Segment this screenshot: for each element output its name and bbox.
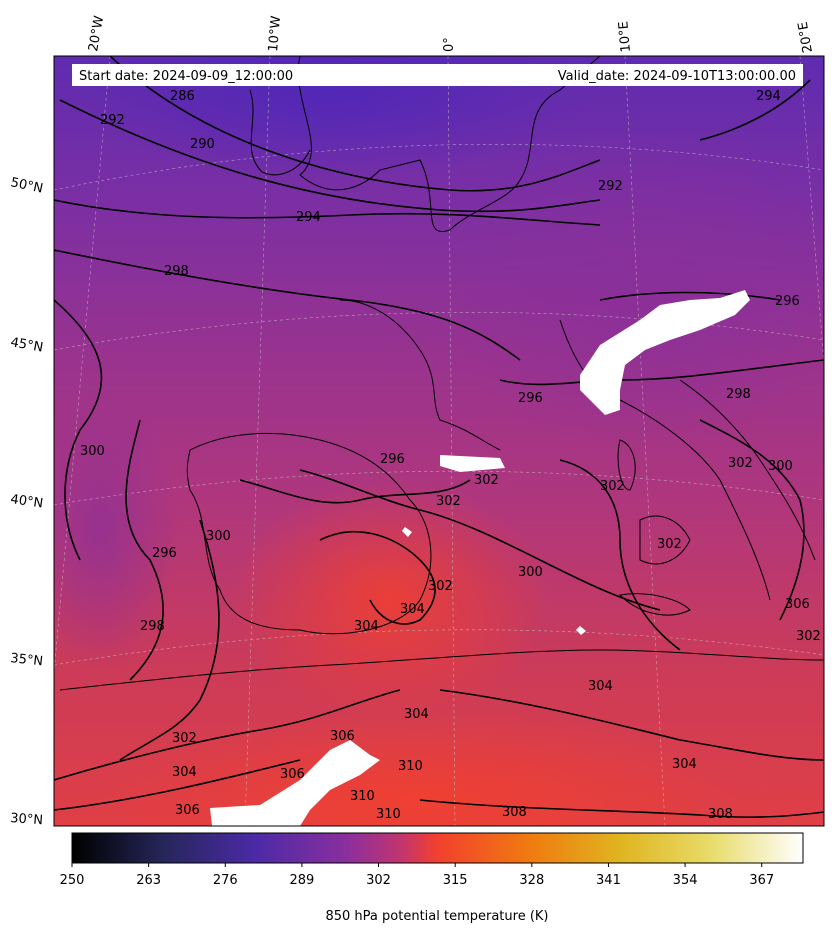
- colorbar-label: 850 hPa potential temperature (K): [325, 909, 548, 924]
- contour-label: 302: [728, 456, 753, 471]
- contour-label: 302: [172, 731, 197, 746]
- contour-label: 290: [190, 137, 215, 152]
- lat-label: 45°N: [9, 335, 44, 355]
- purple-anomaly-europe: [440, 130, 824, 450]
- start-date-label: Start date: 2024-09-09_12:00:00: [79, 69, 293, 84]
- missing-data-mask: [210, 290, 750, 826]
- contour-label: 302: [657, 537, 682, 552]
- contour-label: 298: [140, 619, 165, 634]
- contour-label: 294: [296, 210, 321, 225]
- map-frame: [53, 55, 825, 827]
- contour-label: 296: [518, 391, 543, 406]
- colorbar-tick-label: 341: [596, 873, 621, 888]
- contour-label: 310: [376, 807, 401, 822]
- contour-label: 300: [206, 529, 231, 544]
- colorbar-tick-label: 276: [213, 873, 238, 888]
- contour-label: 296: [152, 546, 177, 561]
- contour-label: 310: [350, 789, 375, 804]
- colorbar-tick-label: 263: [136, 873, 161, 888]
- contour-label: 292: [100, 113, 125, 128]
- colorbar-tick-label: 289: [289, 873, 314, 888]
- longitude-labels: 20°W 10°W 0° 10°E 20°E: [86, 15, 816, 54]
- contour-label: 302: [600, 479, 625, 494]
- contour-label: 304: [400, 602, 425, 617]
- contour-label: 304: [172, 765, 197, 780]
- warm-anomaly-iberia: [230, 480, 550, 720]
- contour-label: 300: [518, 565, 543, 580]
- contour-label: 300: [80, 444, 105, 459]
- lon-label: 0°: [442, 37, 457, 52]
- lat-label: 35°N: [10, 651, 44, 669]
- contour-label: 292: [598, 179, 623, 194]
- warm-anomaly-africa: [100, 710, 740, 826]
- valid-date-label: Valid_date: 2024-09-10T13:00:00.00: [558, 69, 796, 84]
- contour-label: 304: [354, 619, 379, 634]
- lon-label: 20°E: [796, 21, 816, 54]
- contour-label: 304: [404, 707, 429, 722]
- contour-label: 308: [502, 805, 527, 820]
- contour-label: 294: [756, 89, 781, 104]
- map-panel: 286 292 290 294 292 294 298 296 296 300 …: [54, 56, 824, 826]
- colorbar-tick-label: 328: [519, 873, 544, 888]
- contour-label: 286: [170, 89, 195, 104]
- isentropes: [54, 56, 824, 818]
- header-box: Start date: 2024-09-09_12:00:00 Valid_da…: [72, 64, 803, 86]
- contour-labels: 286 292 290 294 292 294 298 296 296 300 …: [80, 89, 821, 822]
- lat-label: 50°N: [9, 175, 44, 196]
- lon-label: 10°W: [266, 15, 284, 52]
- contour-label: 300: [768, 459, 793, 474]
- latitude-labels: 50°N 45°N 40°N 35°N 30°N: [9, 175, 44, 828]
- colorbar-tick-label: 367: [749, 873, 774, 888]
- lat-label: 40°N: [9, 492, 44, 511]
- contour-label: 302: [474, 473, 499, 488]
- contour-label: 302: [436, 494, 461, 509]
- colorbar-tick-label: 250: [60, 873, 85, 888]
- contour-label: 306: [280, 767, 305, 782]
- contour-label: 296: [775, 294, 800, 309]
- colorbar-tick-label: 302: [366, 873, 391, 888]
- lon-label: 20°W: [86, 15, 107, 53]
- lon-label: 10°E: [616, 21, 634, 53]
- contour-label: 306: [785, 597, 810, 612]
- cool-anomaly: [70, 56, 590, 180]
- lat-label: 30°N: [10, 811, 44, 828]
- contour-label: 304: [588, 679, 613, 694]
- contour-label: 296: [380, 452, 405, 467]
- colorbar-tick-label: 315: [443, 873, 468, 888]
- colorbar: 250 263 276 289 302 315 328 341 354 367 850 hPa p…: [60, 832, 804, 924]
- contour-label: 302: [796, 629, 821, 644]
- contour-label: 298: [726, 387, 751, 402]
- contour-label: 304: [672, 757, 697, 772]
- purple-anomaly-atlantic: [54, 390, 180, 670]
- contour-label: 306: [330, 729, 355, 744]
- contour-label: 298: [164, 264, 189, 279]
- contour-label: 306: [175, 803, 200, 818]
- colorbar-ticks: 250 263 276 289 302 315 328 341 354 367: [60, 863, 774, 888]
- colorbar-gradient: [71, 832, 804, 864]
- colorbar-tick-label: 354: [673, 873, 698, 888]
- coastlines: [59, 56, 824, 691]
- contour-label: 302: [428, 579, 453, 594]
- gridlines: [54, 56, 824, 826]
- contour-label: 310: [398, 759, 423, 774]
- contour-label: 308: [708, 807, 733, 822]
